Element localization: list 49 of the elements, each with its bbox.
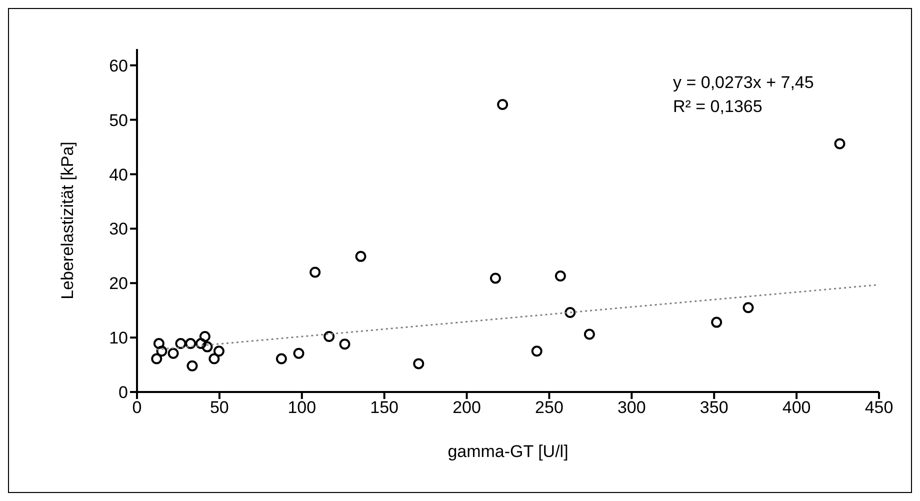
point [310,266,321,278]
y-tick-label: 20 [109,274,128,294]
y-tick-label: 60 [109,56,128,76]
point [185,338,196,350]
point [186,360,198,372]
x-axis-title: gamma-GT [U/l] [448,442,568,461]
point [213,346,224,357]
x-tick-label: 200 [452,398,481,418]
point [711,316,722,328]
point [156,346,168,357]
point [413,358,424,370]
y-tick-label: 40 [109,165,128,184]
x-tick-label: 150 [370,398,399,418]
point [834,138,846,150]
point [584,328,595,340]
x-tick-label: 0 [132,398,142,418]
y-tick-label: 50 [109,110,128,130]
point [153,338,164,350]
point [293,348,304,359]
point [195,338,206,350]
point [554,270,566,282]
point [202,341,213,352]
x-tick-label: 400 [782,398,811,418]
point [355,250,366,262]
x-tick-label: 450 [864,398,894,418]
point [497,99,508,110]
point [324,330,335,342]
annotation: R² = 0,1365 [673,96,764,118]
y-tick-label: 10 [109,328,128,348]
point [208,353,220,364]
x-tick-label: 250 [535,398,564,418]
point [175,338,186,350]
y-axis-title: Leberelastizität [kPa] [58,142,78,300]
x-tick-label: 50 [210,398,229,418]
point [531,346,542,357]
point [168,348,179,359]
x-tick-label: 300 [617,398,646,418]
x-tick-label: 100 [288,398,316,418]
y-tick-label: 0 [118,383,128,402]
point [742,302,754,314]
annotation: y = 0,0273x + 7,45 [673,72,814,94]
x-tick-label: 350 [700,398,728,418]
point [339,338,350,350]
point [151,353,162,364]
y-tick-label: 30 [109,220,128,239]
point [276,353,287,364]
point [490,272,501,284]
point [564,307,576,318]
point [199,330,210,342]
